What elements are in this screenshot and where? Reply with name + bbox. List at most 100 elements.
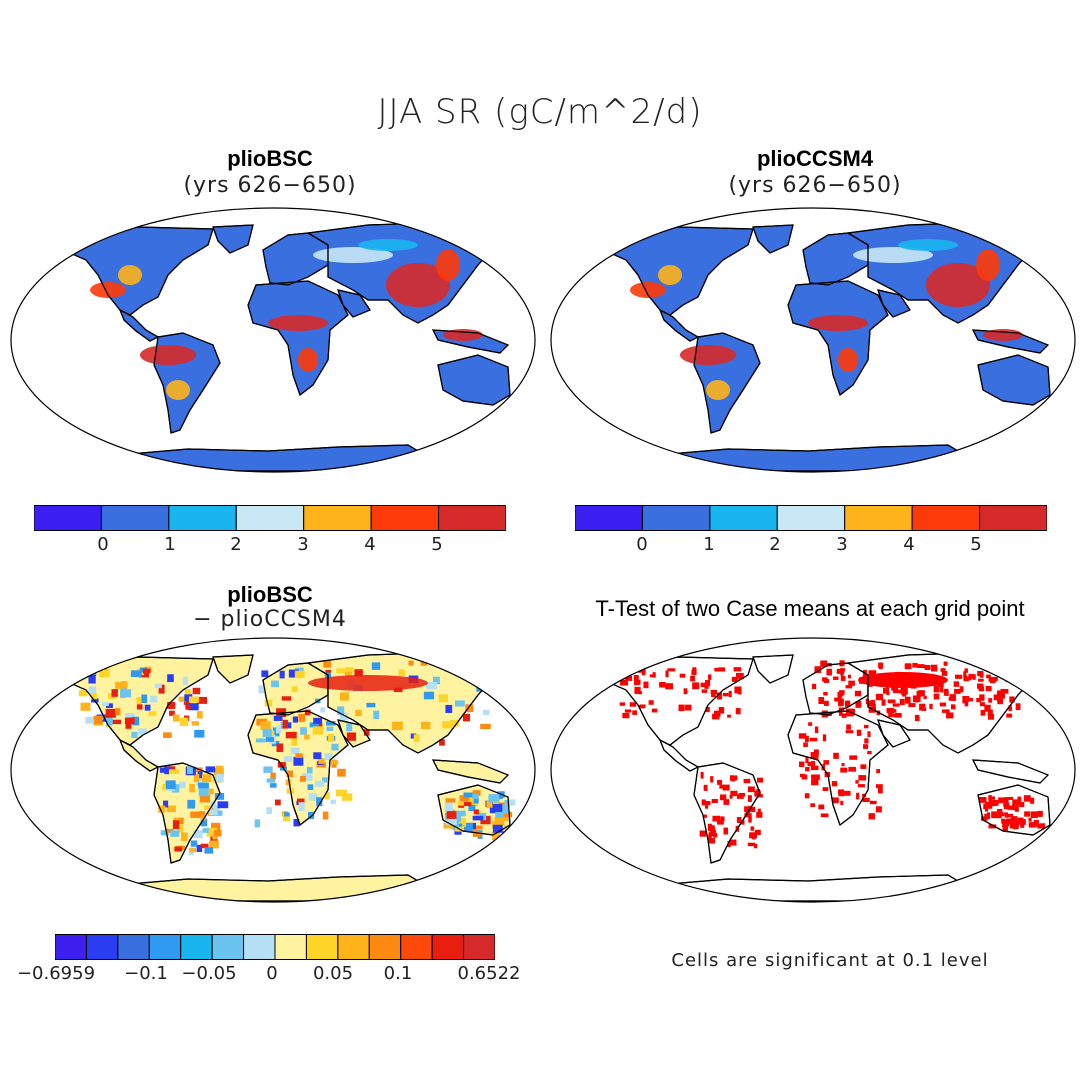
diff-cell [211, 822, 221, 832]
colorbar-swatch [400, 934, 433, 960]
significant-cell [863, 744, 869, 749]
diff-cell [298, 713, 306, 722]
diff-cell [148, 711, 157, 716]
significant-cell [1002, 824, 1009, 832]
diff-cell [261, 670, 269, 677]
significant-cell [833, 752, 839, 759]
significant-cell [1005, 672, 1013, 678]
diff-cell [295, 667, 304, 674]
significant-cell [838, 789, 844, 794]
significant-cell [634, 689, 640, 694]
diff-cell [204, 847, 214, 854]
significant-cell [854, 690, 862, 697]
greenland-border [212, 224, 254, 254]
diff-cell [420, 721, 431, 730]
diff-cell [167, 701, 176, 709]
diff-cell [217, 801, 229, 809]
colorbar-swatch [438, 505, 506, 531]
significant-cell [839, 662, 844, 667]
significant-cell [946, 712, 954, 719]
diff-cell [88, 674, 96, 684]
diff-cell [150, 695, 158, 703]
cbar-c-label-005: 0.05 [312, 963, 354, 984]
diff-cell [445, 704, 453, 713]
significant-cell [710, 776, 714, 783]
significant-cell [900, 687, 908, 695]
diff-cell [438, 694, 449, 703]
europe-border [802, 662, 869, 716]
significant-cell [929, 703, 933, 709]
significant-cell [875, 806, 882, 813]
significant-cell [933, 693, 940, 700]
significant-cell [727, 840, 731, 847]
diff-cell [170, 830, 180, 837]
significant-cell [690, 675, 696, 682]
diff-cell [340, 692, 349, 701]
significant-cell [731, 676, 738, 682]
significant-cell [864, 738, 869, 744]
diff-cell [293, 818, 300, 827]
diff-cell [304, 734, 310, 740]
south-america-border [693, 762, 761, 864]
cbar-a-label-5: 5 [431, 534, 443, 555]
significant-cell [998, 797, 1005, 804]
significant-cell [908, 703, 916, 708]
diff-cell [198, 782, 209, 789]
diff-cell [168, 769, 180, 775]
south-america-outline [693, 762, 761, 864]
diff-cell [85, 716, 94, 724]
significant-cell [753, 843, 758, 849]
flux-region [166, 380, 190, 400]
significant-cell [1010, 805, 1017, 809]
diff-cell [189, 783, 195, 793]
significant-cell [711, 692, 716, 698]
diff-cell [452, 822, 459, 828]
significant-cell [1010, 672, 1017, 679]
significant-cell [916, 664, 925, 669]
significant-cell [701, 689, 708, 693]
significant-cell [847, 674, 852, 679]
diff-cell [281, 696, 292, 701]
significant-cell [858, 775, 867, 781]
diff-cell [497, 793, 503, 800]
significant-cell [1020, 822, 1025, 828]
diff-cell [355, 709, 362, 717]
significant-cell [844, 790, 851, 796]
significant-cell [964, 668, 968, 673]
flux-region [140, 345, 196, 365]
flux-region [926, 263, 990, 307]
colorbar-swatch [979, 505, 1047, 531]
antarctica-outline [657, 874, 969, 902]
significant-cell [997, 698, 1004, 705]
diff-cell [345, 667, 354, 673]
significant-cell [871, 699, 876, 706]
cbar-b-label-1: 1 [703, 534, 715, 555]
flux-region [838, 348, 858, 372]
diff-cell [199, 794, 211, 803]
significant-cell [984, 813, 988, 817]
significant-cell [979, 702, 985, 707]
diff-cell [309, 722, 319, 728]
significant-cell [679, 673, 686, 678]
diff-cell [473, 809, 479, 815]
significant-cell [723, 799, 730, 805]
cbar-a-label-3: 3 [297, 534, 309, 555]
australia-border [437, 784, 511, 836]
significant-cell [888, 710, 893, 718]
flux-region [443, 329, 483, 341]
arabia-border [337, 719, 371, 748]
significant-cell [899, 698, 905, 706]
significant-cell [895, 712, 902, 718]
diff-cell [179, 717, 189, 727]
significant-cell [720, 794, 727, 801]
panel-b-subtitle: (yrs 626−650) [728, 173, 902, 198]
arabia-border [877, 289, 911, 318]
significant-cell [708, 832, 712, 836]
significant-cell [845, 730, 854, 734]
significant-cell [919, 703, 926, 711]
significant-cell [818, 804, 825, 810]
map-content [67, 652, 516, 902]
diff-cell [339, 712, 349, 721]
diff-cell [193, 773, 200, 783]
diff-cell [130, 670, 142, 678]
